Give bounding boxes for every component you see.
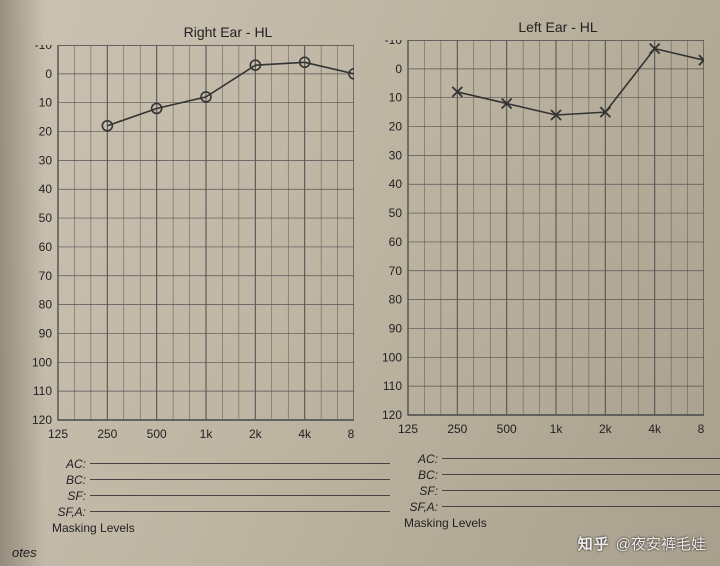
svg-text:60: 60 xyxy=(39,240,53,254)
svg-text:500: 500 xyxy=(497,422,517,436)
svg-text:8k: 8k xyxy=(698,422,704,436)
legend-row: BC: xyxy=(46,472,390,487)
right-chart-title: Right Ear - HL xyxy=(148,24,308,40)
svg-text:70: 70 xyxy=(389,264,403,278)
legend-label: AC: xyxy=(398,452,438,466)
legend-line xyxy=(442,458,720,459)
svg-text:40: 40 xyxy=(39,182,53,196)
legend-footer: Masking Levels xyxy=(52,521,390,535)
svg-text:250: 250 xyxy=(447,422,467,436)
legend-line xyxy=(90,479,390,480)
svg-text:0: 0 xyxy=(395,62,402,76)
svg-text:80: 80 xyxy=(389,293,403,307)
legend-label: BC: xyxy=(398,468,438,482)
svg-text:100: 100 xyxy=(382,350,402,364)
legend-line xyxy=(90,463,390,464)
legend-label: AC: xyxy=(46,457,86,471)
svg-text:0: 0 xyxy=(45,67,52,81)
svg-text:4k: 4k xyxy=(298,427,312,441)
left-legend-block: AC: BC: SF: SF,A: Masking Levels xyxy=(398,450,720,530)
svg-text:20: 20 xyxy=(39,125,53,139)
legend-row: SF: xyxy=(46,488,390,503)
svg-text:8k: 8k xyxy=(348,427,354,441)
watermark-user: @夜安裤毛娃 xyxy=(616,533,706,554)
svg-text:125: 125 xyxy=(48,427,68,441)
svg-text:20: 20 xyxy=(389,120,403,134)
svg-text:80: 80 xyxy=(39,298,53,312)
svg-text:50: 50 xyxy=(389,206,403,220)
svg-text:70: 70 xyxy=(39,269,53,283)
svg-text:40: 40 xyxy=(389,177,403,191)
legend-label: SF,A: xyxy=(398,500,438,514)
svg-text:2k: 2k xyxy=(599,422,613,436)
legend-label: SF: xyxy=(398,484,438,498)
svg-text:120: 120 xyxy=(382,408,402,422)
legend-line xyxy=(90,495,390,496)
svg-text:10: 10 xyxy=(389,91,403,105)
legend-line xyxy=(442,474,720,475)
watermark: 知乎 @夜安裤毛娃 xyxy=(578,533,706,554)
legend-footer: Masking Levels xyxy=(404,516,720,530)
svg-text:100: 100 xyxy=(32,355,52,369)
left-chart-title: Left Ear - HL xyxy=(478,19,638,35)
legend-label: SF,A: xyxy=(46,505,86,519)
left-audiogram: -10 0 10 20 30 40 50 60 70 80 90 100 110 120125 250 500… xyxy=(368,40,704,445)
svg-text:120: 120 xyxy=(32,413,52,427)
svg-text:-10: -10 xyxy=(35,45,53,52)
right-audiogram: -10 0 10 20 30 40 50 60 70 80 90 100 110 120125 250 500… xyxy=(18,45,354,450)
legend-row: AC: xyxy=(46,456,390,471)
legend-line xyxy=(442,506,720,507)
svg-text:90: 90 xyxy=(39,326,53,340)
legend-line xyxy=(442,490,720,491)
svg-text:125: 125 xyxy=(398,422,418,436)
legend-row: SF,A: xyxy=(46,504,390,519)
legend-row: AC: xyxy=(398,451,720,466)
svg-text:90: 90 xyxy=(389,321,403,335)
svg-text:30: 30 xyxy=(39,153,53,167)
svg-text:4k: 4k xyxy=(648,422,662,436)
watermark-brand: 知乎 xyxy=(578,533,610,554)
legend-row: BC: xyxy=(398,467,720,482)
svg-text:110: 110 xyxy=(33,384,52,398)
svg-text:2k: 2k xyxy=(249,427,263,441)
svg-text:10: 10 xyxy=(39,96,53,110)
legend-row: SF,A: xyxy=(398,499,720,514)
legend-row: SF: xyxy=(398,483,720,498)
notes-label-fragment: otes xyxy=(12,545,37,560)
svg-text:30: 30 xyxy=(389,148,403,162)
legend-label: SF: xyxy=(46,489,86,503)
legend-label: BC: xyxy=(46,473,86,487)
svg-text:60: 60 xyxy=(389,235,403,249)
svg-text:50: 50 xyxy=(39,211,53,225)
svg-text:-10: -10 xyxy=(385,40,403,47)
right-legend-block: AC: BC: SF: SF,A: Masking Levels xyxy=(46,455,390,535)
svg-text:500: 500 xyxy=(147,427,167,441)
svg-text:110: 110 xyxy=(383,379,402,393)
svg-text:1k: 1k xyxy=(550,422,564,436)
legend-line xyxy=(90,511,390,512)
svg-text:250: 250 xyxy=(97,427,117,441)
svg-text:1k: 1k xyxy=(200,427,214,441)
